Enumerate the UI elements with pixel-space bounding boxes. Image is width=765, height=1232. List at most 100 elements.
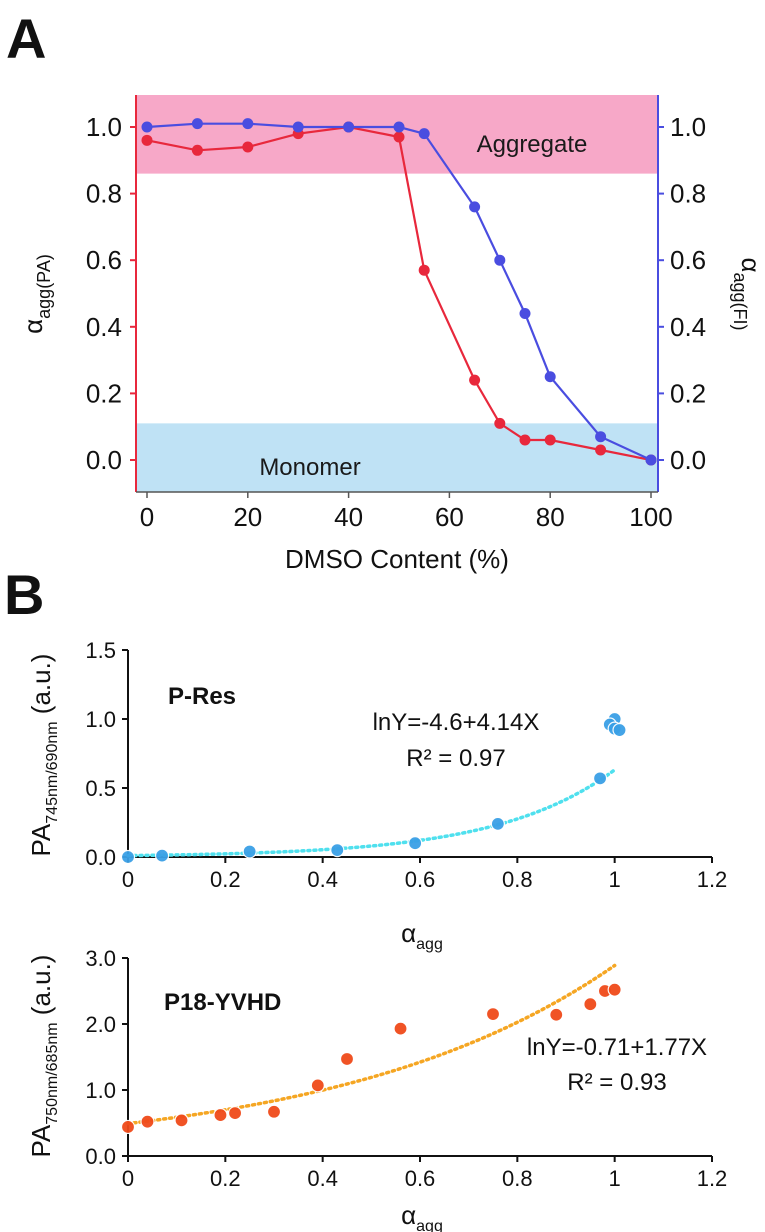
data-point — [154, 848, 170, 863]
xtick-label: 0.8 — [502, 1166, 533, 1191]
series-line-right — [146, 122, 652, 461]
x-axis-title-base: α — [401, 1200, 416, 1230]
xtick-label: 0.4 — [307, 1166, 338, 1191]
y-axis-right-title: αagg(FI) — [730, 257, 765, 330]
data-point-right — [519, 307, 531, 319]
region-label-aggregate: Aggregate — [477, 131, 588, 158]
data-point-right — [469, 201, 481, 213]
data-point — [408, 836, 423, 851]
chart-b-top: 0.0 0.5 1.0 1.5 0 0.2 0.4 0.6 0.8 1 1.2 P-Res lnY=-4… — [26, 638, 727, 953]
ytick-left-label: 0.8 — [86, 179, 122, 209]
ytick-right-label: 1.0 — [670, 112, 706, 142]
region-label-monomer: Monomer — [259, 454, 360, 481]
x-axis-title-sub: agg — [416, 1218, 443, 1232]
fit-equation: lnY=-0.71+1.77X — [527, 1034, 707, 1061]
ytick-label: 1.0 — [85, 707, 116, 732]
xtick-label: 20 — [233, 502, 262, 532]
data-point — [490, 816, 505, 831]
y-axis-left-title: αagg(PA) — [18, 254, 54, 334]
y-axis-title-base: PA — [26, 1124, 56, 1157]
region-monomer — [136, 423, 658, 492]
data-point-left — [494, 417, 506, 429]
data-point — [140, 1114, 155, 1129]
data-point-right — [544, 371, 556, 383]
ytick-label: 2.0 — [85, 1012, 116, 1037]
ytick-right-label: 0.4 — [670, 312, 706, 342]
y-axis-title: PA745nm/690nm (a.u.) — [26, 654, 61, 857]
xtick-label: 40 — [334, 502, 363, 532]
data-point-right — [393, 121, 405, 133]
data-point — [330, 842, 345, 858]
y-axis-title-base: PA — [26, 823, 56, 856]
y-axis-title: PA750nm/685nm (a.u.) — [26, 955, 61, 1158]
data-point-right — [141, 121, 153, 133]
data-point — [227, 1105, 243, 1121]
data-point-left — [191, 144, 203, 156]
y-axis-right-title-sub: agg(FI) — [730, 273, 750, 331]
data-point — [120, 1119, 136, 1135]
panel-letter-b: B — [4, 563, 44, 626]
ytick-right-label: 0.8 — [670, 179, 706, 209]
y-axis-right-title-base: α — [736, 257, 765, 272]
ytick-left-label: 0.6 — [86, 245, 122, 275]
chart-a: Aggregate Monomer 0.0 0.0 0.2 0.2 0.4 0.4 0.6 0.6… — [18, 95, 765, 574]
data-point-left — [242, 141, 254, 153]
xtick-label: 0.4 — [307, 867, 338, 892]
data-point-right — [494, 254, 506, 266]
data-point-right — [343, 121, 355, 133]
panel-letter-a: A — [6, 7, 46, 70]
data-point-right — [242, 118, 254, 130]
data-point — [485, 1006, 501, 1022]
data-point-right — [191, 118, 203, 130]
x-axis-title-sub: agg — [416, 936, 443, 953]
xtick-label: 0.6 — [405, 867, 436, 892]
data-point — [120, 849, 136, 865]
xtick-label: 0 — [122, 867, 134, 892]
y-axis-left-title-base: α — [18, 319, 48, 334]
xtick-label: 80 — [536, 502, 565, 532]
chart-b-bottom: 0.0 1.0 2.0 3.0 0 0.2 0.4 0.6 0.8 1 1.2 P18-YVHD lnY… — [26, 946, 727, 1232]
data-point — [612, 722, 627, 738]
xtick-label: 1.2 — [697, 867, 728, 892]
data-point-left — [141, 134, 153, 146]
ytick-left-label: 0.0 — [86, 445, 122, 475]
data-point-left — [595, 444, 607, 456]
series-name: P18-YVHD — [164, 989, 281, 1016]
ytick-right-label: 0.2 — [670, 378, 706, 408]
xtick-label: 0.8 — [502, 867, 533, 892]
data-point-left — [519, 434, 531, 446]
ytick-label: 1.5 — [85, 638, 116, 663]
ytick-label: 1.0 — [85, 1078, 116, 1103]
ytick-right-label: 0.6 — [670, 245, 706, 275]
fit-r2: R² = 0.93 — [567, 1069, 666, 1096]
data-point — [266, 1104, 282, 1119]
x-axis-title-base: α — [401, 918, 416, 948]
data-point-left — [469, 374, 481, 386]
y-axis-title-suffix: (a.u.) — [26, 955, 56, 1023]
xtick-label: 60 — [435, 502, 464, 532]
data-point — [549, 1007, 564, 1022]
data-point-left — [393, 131, 405, 143]
ytick-left-label: 0.2 — [86, 378, 122, 408]
data-point-right — [645, 454, 657, 466]
ytick-label: 0.0 — [85, 845, 116, 870]
series-name: P-Res — [168, 683, 236, 710]
y-axis-title-suffix: (a.u.) — [26, 654, 56, 722]
xtick-label: 0.2 — [210, 1166, 241, 1191]
y-axis-left-title-sub: agg(PA) — [34, 254, 54, 319]
x-axis-title: αagg — [401, 1200, 443, 1232]
data-point — [592, 771, 608, 786]
data-point-left — [544, 434, 556, 446]
xtick-label: 1 — [609, 867, 621, 892]
x-axis-title: αagg — [401, 918, 443, 953]
data-point — [393, 1021, 408, 1036]
data-point — [242, 844, 257, 859]
data-point-left — [418, 264, 430, 276]
xtick-label: 1 — [609, 1166, 621, 1191]
ytick-left-label: 0.4 — [86, 312, 122, 342]
y-axis-title-sub: 750nm/685nm — [44, 1022, 61, 1124]
data-point — [583, 997, 598, 1012]
xtick-label: 0 — [140, 502, 154, 532]
ytick-left-label: 1.0 — [86, 112, 122, 142]
